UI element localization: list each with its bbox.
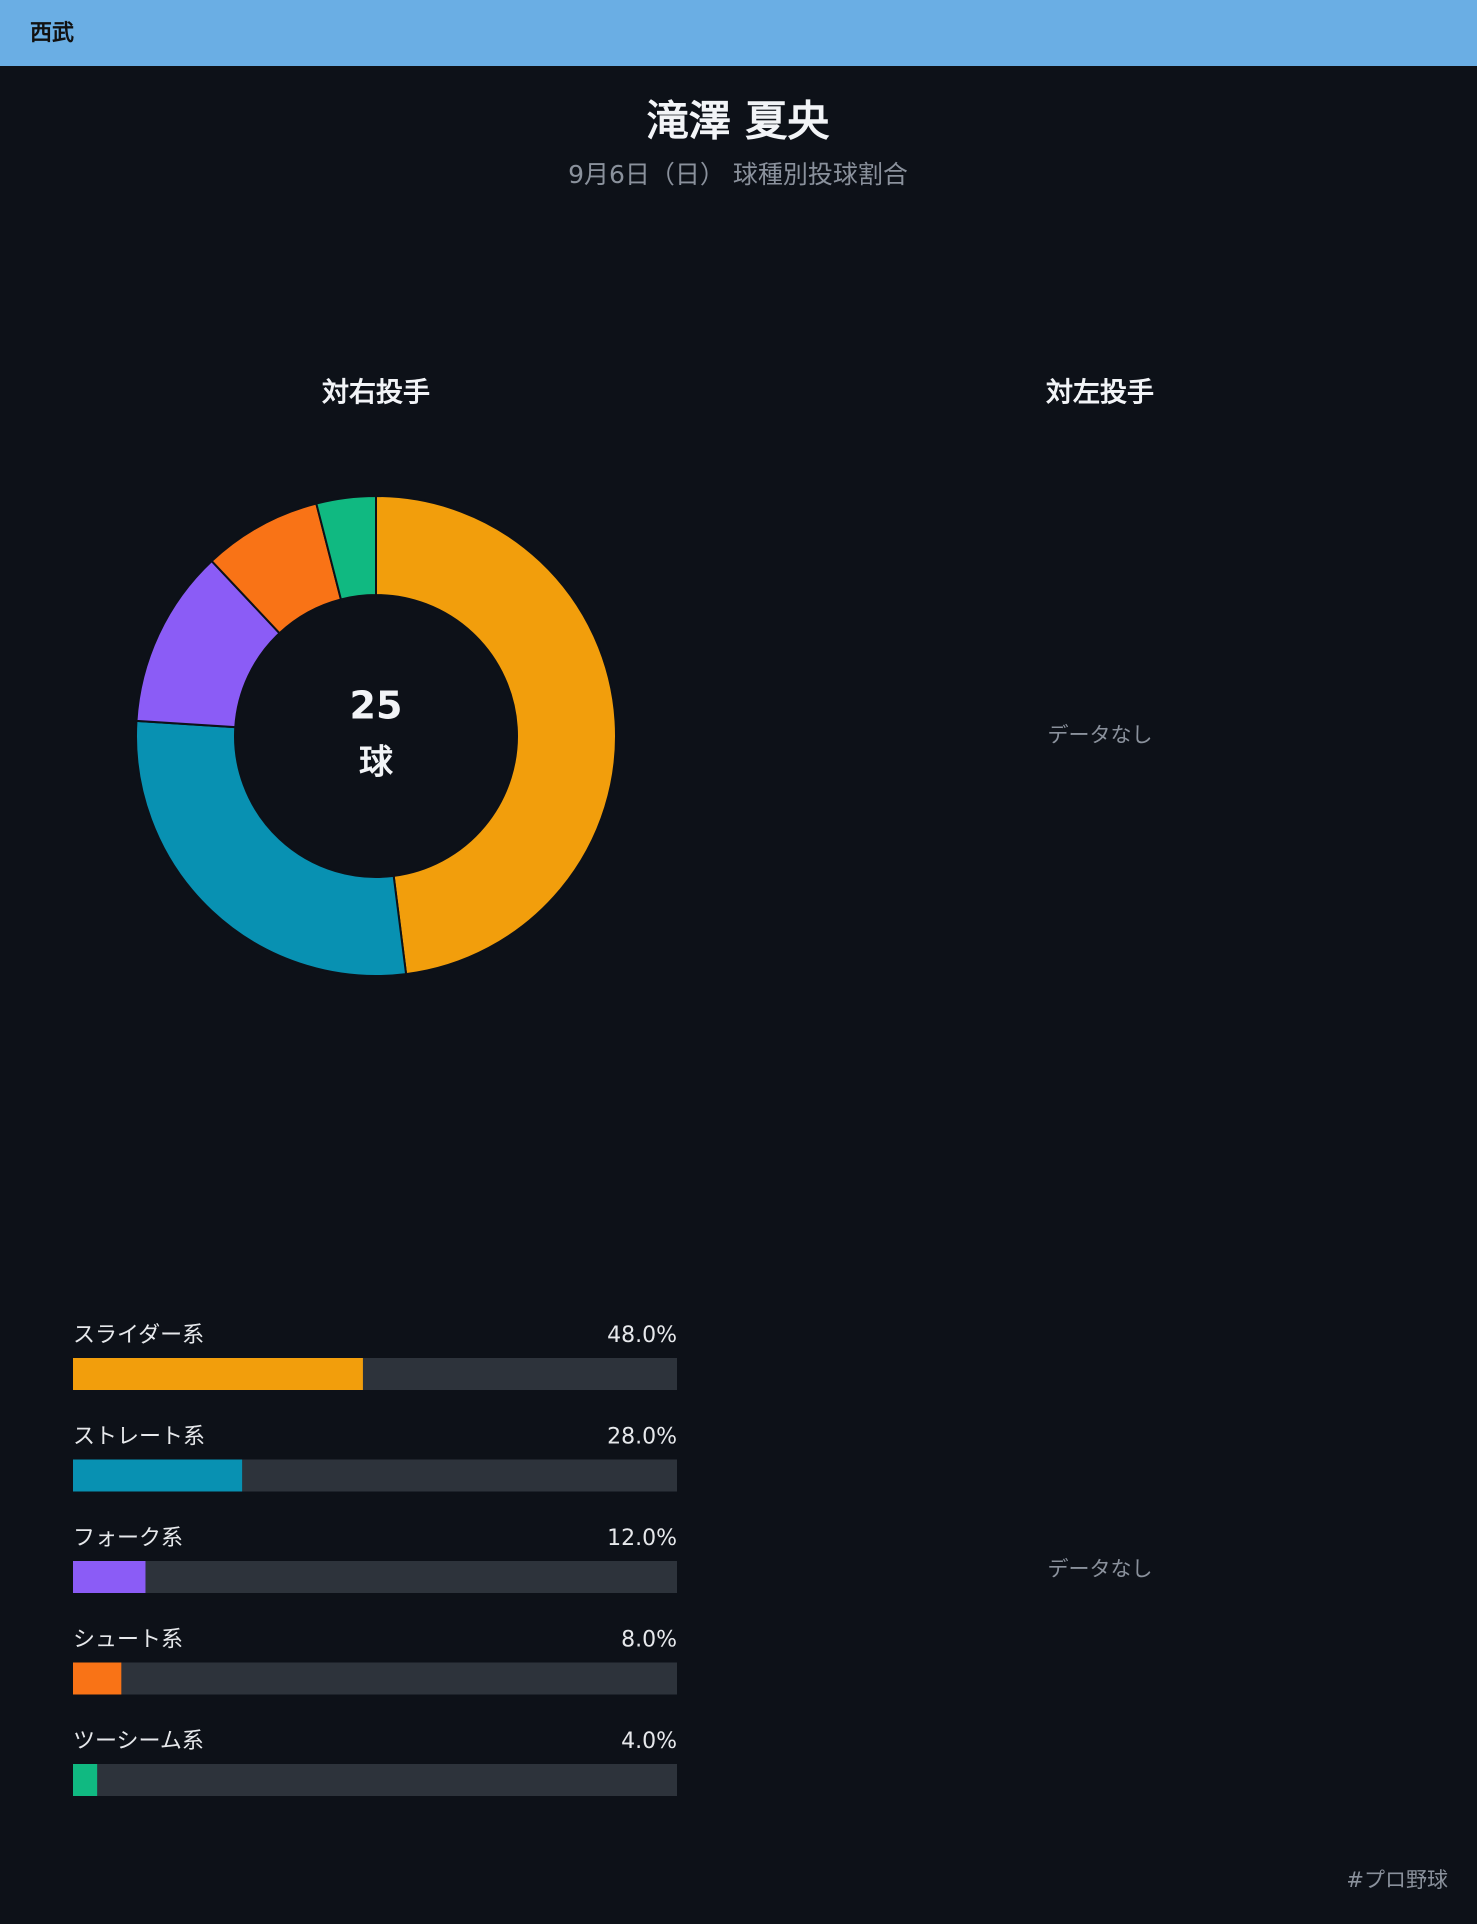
bar-label: シュート系 (73, 1628, 183, 1653)
bar-track (73, 1764, 677, 1796)
header-bar (0, 0, 1477, 66)
team-name: 西武 (30, 21, 74, 46)
donut-slice (135, 719, 408, 977)
no-data: データなし (1048, 1557, 1153, 1581)
no-data: データなし (1048, 723, 1153, 747)
total-unit: 球 (359, 743, 394, 783)
bar (73, 1561, 146, 1593)
bar-value: 4.0% (621, 1729, 677, 1754)
bar-track (73, 1561, 677, 1593)
bar (73, 1358, 363, 1390)
panel-title: 対左投手 (1046, 378, 1154, 409)
bar-value: 8.0% (621, 1628, 677, 1653)
bar (73, 1662, 122, 1695)
bar-value: 48.0% (607, 1323, 677, 1348)
bar-label: ツーシーム系 (73, 1729, 204, 1754)
total-count: 25 (350, 684, 403, 728)
bar (73, 1459, 243, 1492)
donut-slice (315, 494, 377, 601)
bar-label: フォーク系 (73, 1526, 183, 1551)
bar-track (73, 1662, 677, 1695)
bar-label: スライダー系 (73, 1323, 204, 1348)
bar-label: ストレート系 (73, 1425, 205, 1450)
player-name: 滝澤 夏央 (647, 97, 831, 146)
panel-title: 対右投手 (322, 378, 430, 409)
bar-value: 12.0% (607, 1526, 677, 1551)
hashtag: #プロ野球 (1346, 1868, 1448, 1892)
bar (73, 1764, 98, 1796)
donut-slice (375, 494, 617, 976)
subtitle: 9月6日（日） 球種別投球割合 (568, 160, 908, 189)
bar-value: 28.0% (607, 1425, 677, 1450)
